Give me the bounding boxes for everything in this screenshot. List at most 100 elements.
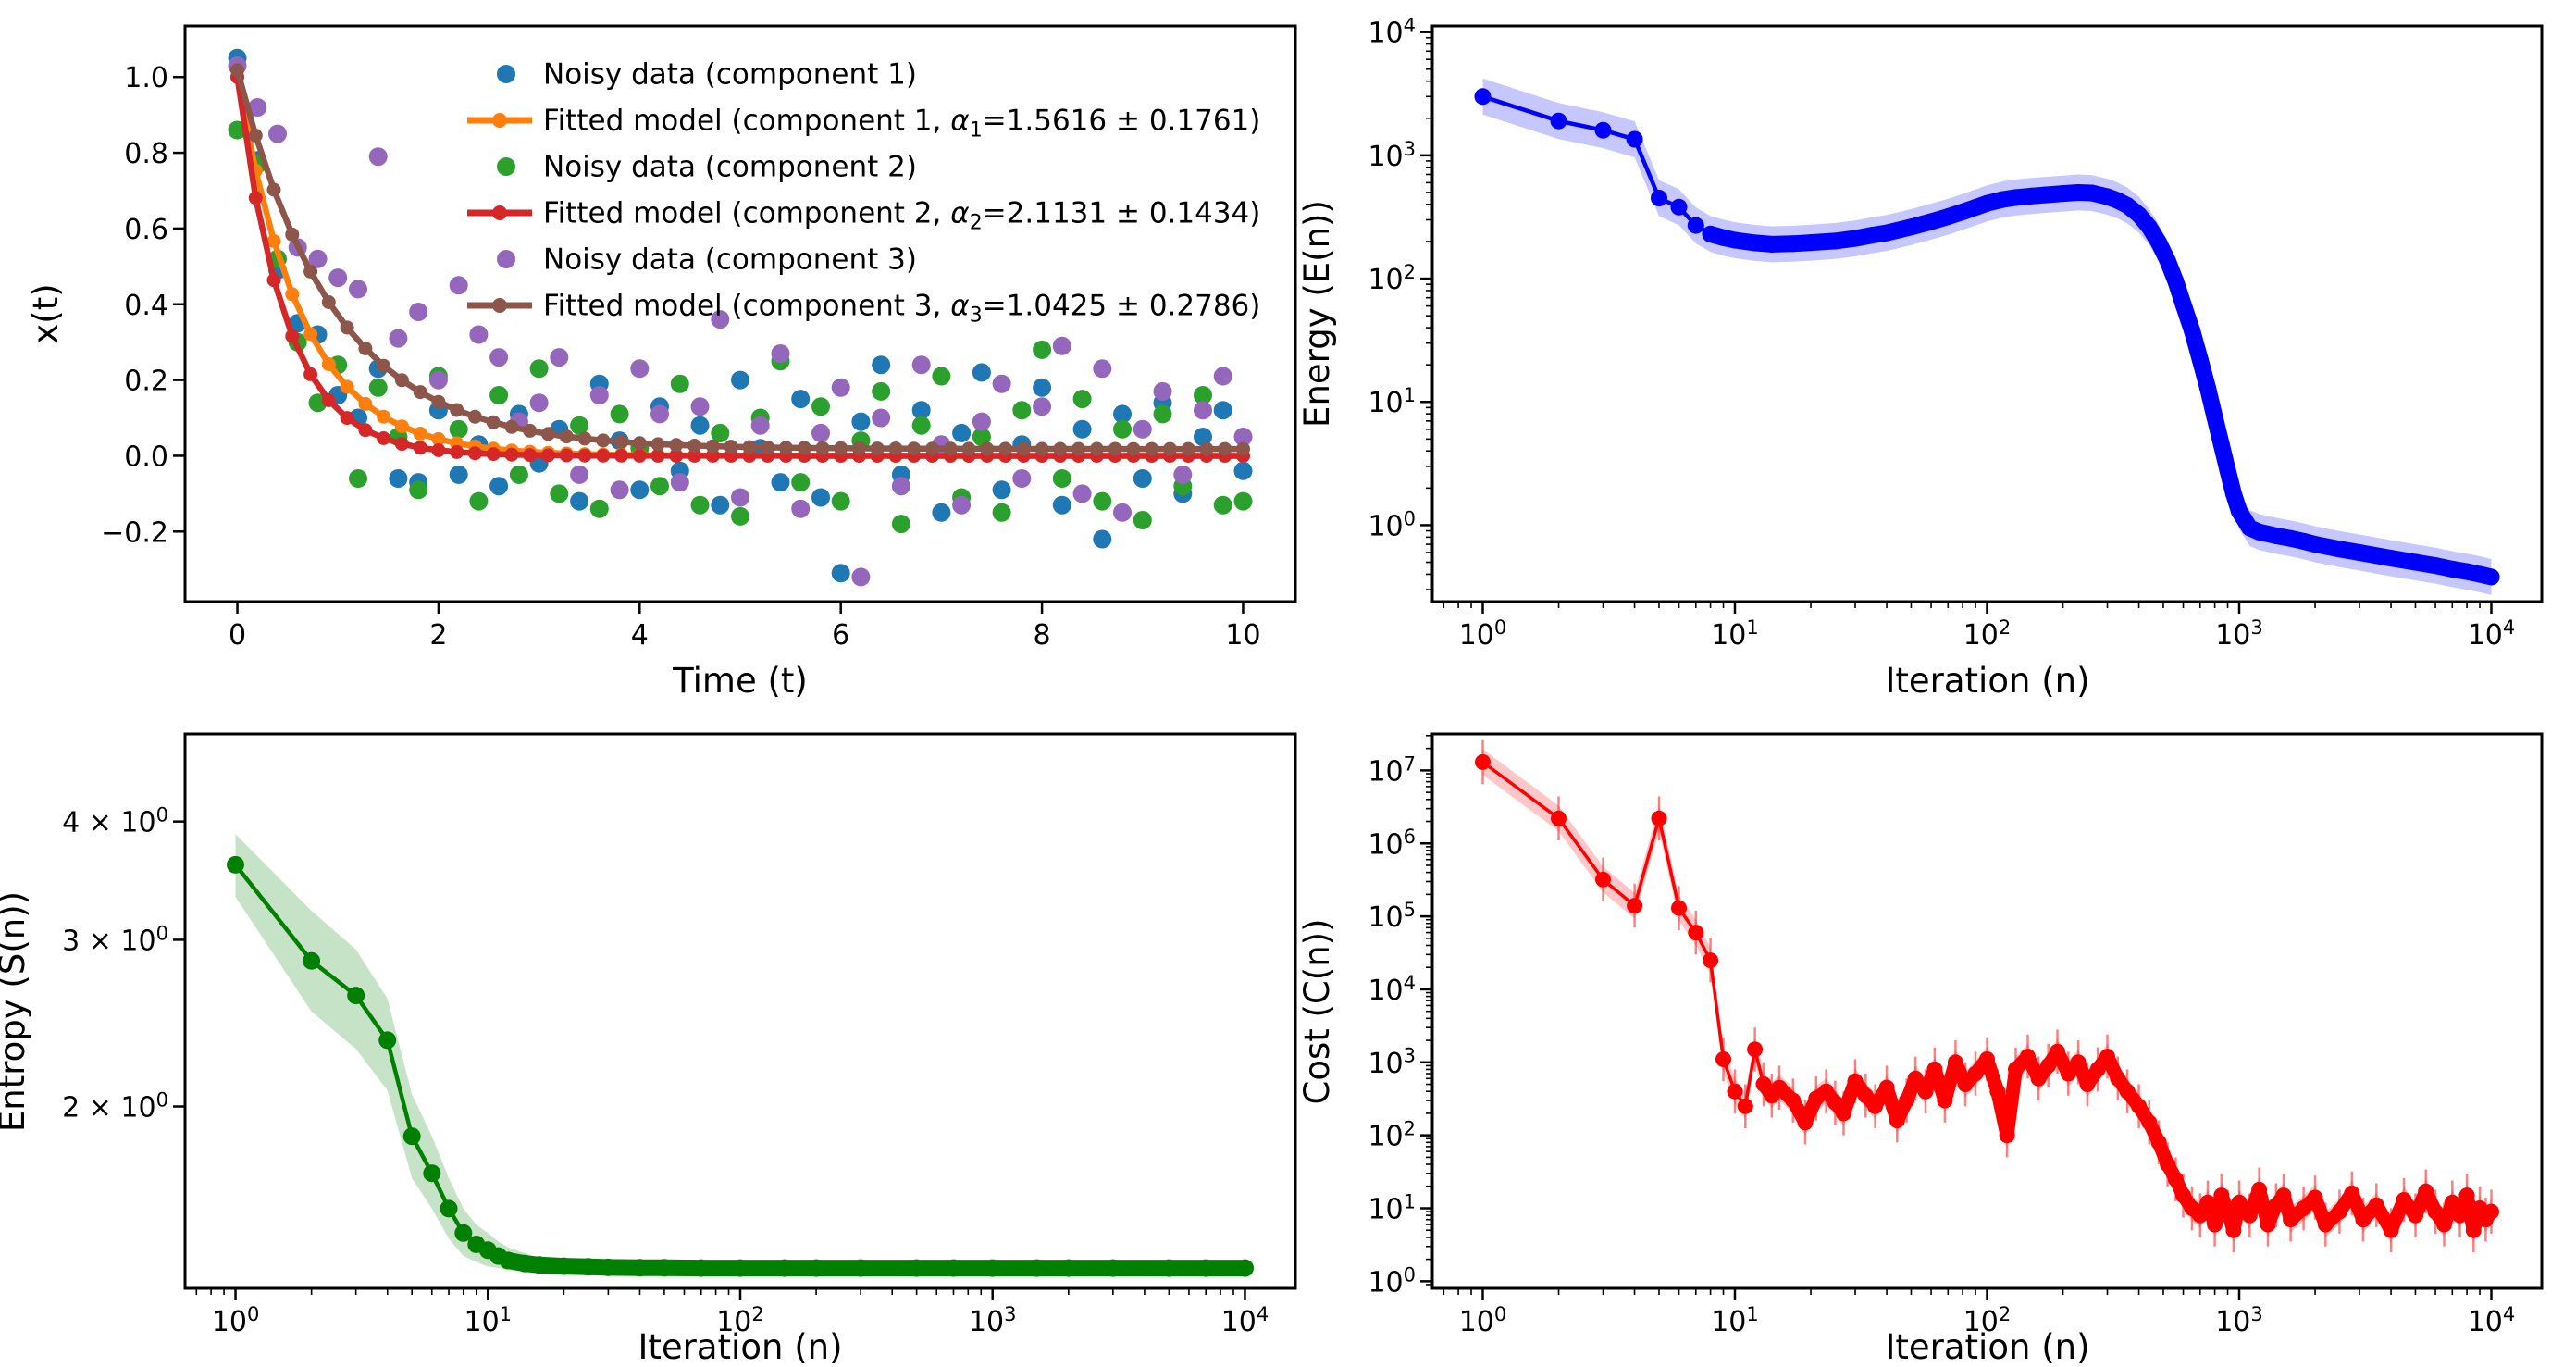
fit-marker	[980, 441, 995, 456]
marker	[2110, 1070, 2126, 1087]
fit-marker	[394, 373, 409, 388]
fit-marker	[797, 441, 811, 455]
marker	[1703, 952, 1719, 969]
panel-fit-decay: 0 2 4 6 8 10 −0.2 0.0 0.2 0.4 0.6 0.8 1.0 Noisy data …	[26, 24, 1297, 701]
confidence-band	[1482, 78, 2492, 595]
scatter-point	[1194, 401, 1212, 420]
marker	[1917, 1083, 1934, 1100]
scatter-point	[972, 412, 991, 431]
scatter-point	[831, 378, 850, 397]
fit-marker	[486, 447, 501, 462]
fit-marker	[266, 273, 281, 288]
scatter-point	[811, 488, 830, 507]
marker	[2060, 1065, 2076, 1082]
scatter-point	[349, 280, 367, 299]
scatter-point	[872, 355, 891, 375]
marker	[579, 1258, 598, 1276]
marker	[1878, 1079, 1895, 1096]
marker	[807, 1259, 825, 1277]
fit-marker	[632, 436, 647, 451]
fit-marker	[523, 448, 538, 463]
x-tick-label: 10	[1225, 619, 1260, 652]
marker	[1475, 753, 1491, 770]
series-noisy-data-component-3	[228, 56, 1253, 587]
marker	[1687, 217, 1704, 234]
marker	[1785, 1092, 1802, 1109]
marker	[1867, 1098, 1884, 1114]
scatter-point	[349, 469, 367, 488]
fit-marker	[998, 441, 1013, 456]
panel-cost: 100 101 102 103 104100101102103104105106107 …	[1297, 732, 2544, 1367]
scatter-point	[711, 310, 730, 329]
scatter-point	[1012, 401, 1032, 420]
marker	[2219, 461, 2236, 478]
scatter-point	[731, 506, 749, 526]
legend-label: Fitted model (component 2, α2=2.1131 ± 0…	[543, 197, 1260, 235]
fit-marker	[1218, 441, 1232, 456]
scatter-point	[1072, 390, 1092, 409]
fit-marker	[340, 379, 354, 394]
x-tick-label: 103	[969, 1303, 1017, 1338]
scatter-point	[449, 419, 468, 439]
marker	[1937, 1092, 1953, 1109]
ticks: 100 101 102 103 104 100 101 102 103 104 105 106 107	[1368, 734, 2515, 1338]
scatter-point	[1052, 469, 1071, 488]
y-tick-label: 1.0	[124, 62, 168, 94]
marker	[1550, 112, 1567, 130]
fit-marker	[303, 367, 318, 381]
fit-marker	[340, 320, 354, 335]
fit-marker	[650, 448, 665, 463]
marker	[2167, 273, 2185, 290]
fit-marker	[467, 446, 482, 461]
marker	[2251, 1181, 2268, 1198]
marker	[2150, 234, 2168, 252]
fit-marker	[1126, 441, 1141, 456]
marker	[2160, 1156, 2176, 1173]
marker	[1989, 1083, 2006, 1100]
scatter-point	[610, 404, 629, 424]
marker	[1967, 1065, 1984, 1082]
marker	[1159, 1259, 1178, 1277]
y-tick-label: 103	[1368, 138, 1416, 173]
scatter-point	[1052, 495, 1071, 515]
scatter-point	[1093, 491, 1112, 511]
marker	[2141, 1114, 2158, 1131]
fit-marker	[1181, 441, 1195, 456]
scatter-point	[630, 480, 650, 500]
scatter-point	[932, 367, 951, 386]
marker	[2159, 252, 2176, 269]
fit-marker	[815, 441, 830, 455]
marker	[984, 1259, 1002, 1277]
scatter-point	[610, 480, 629, 500]
fit-marker	[377, 409, 391, 424]
entropy-xlabel: Iteration (n)	[638, 1327, 842, 1367]
scatter-point	[1233, 491, 1253, 511]
fit-marker	[413, 427, 427, 441]
scatter-point	[368, 147, 388, 167]
scatter-point	[529, 359, 549, 379]
scatter-point	[690, 397, 710, 416]
y-tick-label: 100	[1368, 507, 1416, 542]
marker	[1651, 190, 1667, 206]
fit-marker	[504, 447, 519, 462]
marker	[515, 1254, 534, 1273]
fit-marker	[248, 191, 263, 205]
marker	[1847, 230, 1864, 247]
marker	[2458, 1187, 2475, 1204]
scatter-point	[449, 276, 468, 295]
marker	[454, 1224, 473, 1242]
cost-plot-area: 100 101 102 103 104 100 101 102 103 104 105 106 107	[1368, 732, 2544, 1338]
data-line	[1481, 94, 2493, 579]
y-tick-label: 107	[1368, 752, 1416, 788]
marker	[1923, 213, 1939, 230]
marker	[1594, 121, 1612, 139]
marker	[2355, 1212, 2372, 1228]
x-tick-label: 100	[212, 1303, 260, 1338]
y-tick-label: 0.2	[124, 366, 168, 398]
fit-marker	[523, 423, 538, 438]
marker	[2220, 1203, 2235, 1220]
scatter-point	[1213, 495, 1232, 515]
scatter-point	[670, 374, 689, 393]
marker	[2175, 1187, 2191, 1204]
scatter-point	[1033, 397, 1052, 416]
